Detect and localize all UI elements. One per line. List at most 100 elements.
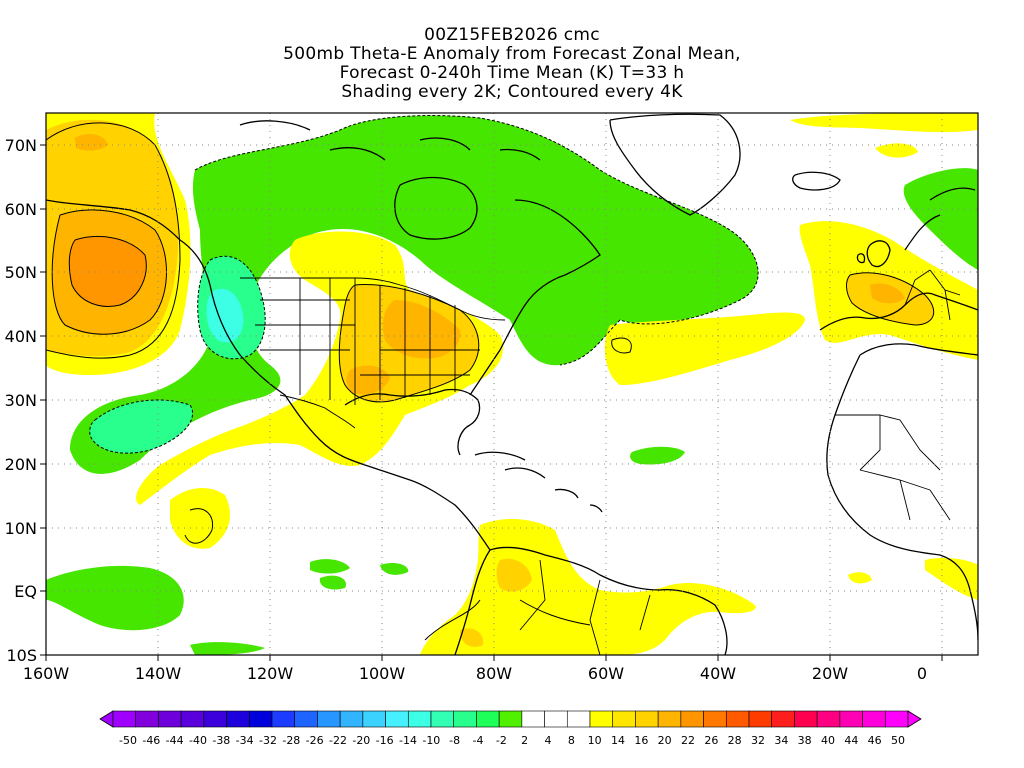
map-gridlines: [46, 113, 978, 655]
colorbar-swatch: [725, 710, 750, 728]
colorbar-tick-label: 8: [568, 734, 575, 747]
lon-label-80w: 80W: [476, 664, 512, 683]
us-mexico-border: [279, 394, 356, 429]
contour-north-pacific-8k: [51, 209, 167, 335]
chart-title-line-1: 00Z15FEB2026 cmc: [424, 25, 600, 45]
lat-label-30n: 30N: [5, 391, 37, 410]
longitude-labels: 160W 140W 120W 100W 80W 60W 40W 20W 0: [23, 664, 927, 683]
coast-south-america-west: [454, 549, 491, 655]
positive-anomaly-south-america-mid: [460, 558, 532, 647]
positive-anomaly-arctic-east: [790, 113, 978, 133]
positive-anomaly-arctic-east-2: [875, 143, 918, 158]
colorbar-tick-label: -34: [236, 734, 254, 747]
positive-anomaly-pacific-tropics: [170, 488, 230, 549]
positive-anomaly-south-america: [420, 518, 756, 655]
colorbar-tick-label: -14: [399, 734, 417, 747]
colorbar-tick-label: 44: [844, 734, 858, 747]
coast-east-us: [469, 274, 566, 396]
contour-pacific-tropics-4k: [184, 508, 214, 544]
colorbar-tick-label: 46: [868, 734, 882, 747]
colorbar-tick-label: -16: [376, 734, 394, 747]
colorbar-tick-label: -2: [496, 734, 507, 747]
axis-ticks: [40, 144, 943, 661]
colorbar-tick-label: 22: [681, 734, 695, 747]
colorbar-tick-label: 2: [521, 734, 528, 747]
contour-neg-west-4k: [197, 255, 266, 360]
lon-label-100w: 100W: [359, 664, 406, 683]
colorbar-tick-label: -28: [282, 734, 300, 747]
colorbar-swatch: [544, 710, 568, 728]
negative-anomaly-east-pacific-blobs: [310, 559, 409, 590]
colorbar-swatch: [862, 710, 886, 728]
colorbar-swatch: [816, 710, 841, 728]
chart-title-line-4: Shading every 2K; Contoured every 4K: [341, 82, 683, 102]
colorbar-tick-label: 10: [588, 734, 602, 747]
lon-label-60w: 60W: [588, 664, 624, 683]
coast-west-north-america: [209, 284, 491, 551]
colorbar-tick-label: 50: [891, 734, 905, 747]
colorbar-swatch: [476, 710, 500, 728]
positive-anomaly-mid-atlantic: [604, 312, 805, 385]
political-boundaries: [240, 269, 961, 655]
chart-title-line-2: 500mb Theta-E Anomaly from Forecast Zona…: [283, 44, 741, 64]
colorbar-tick-label: 28: [728, 734, 742, 747]
colorbar-swatch: [339, 710, 364, 728]
colorbar-tick-label: 4: [545, 734, 552, 747]
colorbar-swatch: [112, 710, 137, 728]
colorbar-swatch: [248, 710, 273, 728]
colorbar-tick-label: -4: [473, 734, 484, 747]
coast-caribbean-islands: [504, 467, 603, 513]
coast-south-america: [489, 546, 728, 655]
contour-mid-atlantic-4k: [611, 337, 632, 354]
colorbar-tick-label: 20: [658, 734, 672, 747]
coast-alaska: [46, 199, 211, 286]
colorbar-right-arrow: [907, 710, 922, 728]
colorbar-tick-label: -32: [259, 734, 277, 747]
colorbar-tick-label: 34: [774, 734, 788, 747]
colorbar-swatch: [226, 710, 250, 728]
colorbar-tick-label: -44: [166, 734, 184, 747]
south-america-borders: [519, 559, 651, 655]
negative-anomaly-equatorial-pacific-2: [190, 642, 265, 655]
coast-arctic-islands: [239, 120, 541, 161]
colorbar-swatch: [430, 710, 455, 728]
colorbar-left-arrow: [99, 710, 114, 728]
colorbar-swatch: [748, 710, 773, 728]
coast-hudson-bay: [394, 176, 478, 240]
colorbar-tick-label: 16: [634, 734, 648, 747]
negative-anomaly-atlantic-small: [630, 446, 685, 465]
lat-label-40n: 40N: [5, 327, 37, 346]
colorbar-swatch: [521, 710, 545, 728]
europe-borders: [904, 269, 961, 321]
coast-gulf-of-mexico: [344, 388, 481, 456]
colorbar-swatch: [589, 710, 614, 728]
colorbar-tick-label: -22: [329, 734, 347, 747]
positive-anomaly-europe-core: [870, 283, 905, 304]
colorbar-tick-label: -46: [142, 734, 160, 747]
negative-contour-lines: [89, 115, 759, 454]
lon-label-40w: 40W: [700, 664, 736, 683]
coast-british-isles: [856, 240, 891, 268]
positive-anomaly-africa-tropics: [925, 557, 978, 600]
coast-scandinavia: [904, 187, 976, 251]
coast-iceland: [792, 171, 841, 191]
positive-anomaly-southeast-us-inner: [346, 365, 390, 395]
shaded-anomaly-field: [46, 113, 978, 655]
colorbar-tick-label: 32: [751, 734, 765, 747]
chart-title-line-3: Forecast 0-240h Time Mean (K) T=33 h: [339, 63, 685, 83]
lon-label-0: 0: [917, 664, 927, 683]
negative-anomaly-subtropical-pacific: [89, 400, 193, 454]
latitude-labels: 70N 60N 50N 40N 30N 20N 10N EQ 10S: [5, 136, 37, 665]
colorbar-tick-label: -40: [189, 734, 207, 747]
contour-neg-subtropical-4k: [89, 399, 193, 454]
colorbar-tick-label: -8: [449, 734, 460, 747]
colorbar-swatch: [158, 710, 182, 728]
contour-europe-4k: [846, 272, 935, 326]
colorbar-swatch: [385, 710, 409, 728]
colorbar-tick-label: -26: [306, 734, 324, 747]
us-state-lines: [255, 278, 480, 405]
lat-label-eq: EQ: [14, 582, 37, 601]
colorbar-swatch: [771, 710, 795, 728]
colorbar-swatch: [453, 710, 477, 728]
